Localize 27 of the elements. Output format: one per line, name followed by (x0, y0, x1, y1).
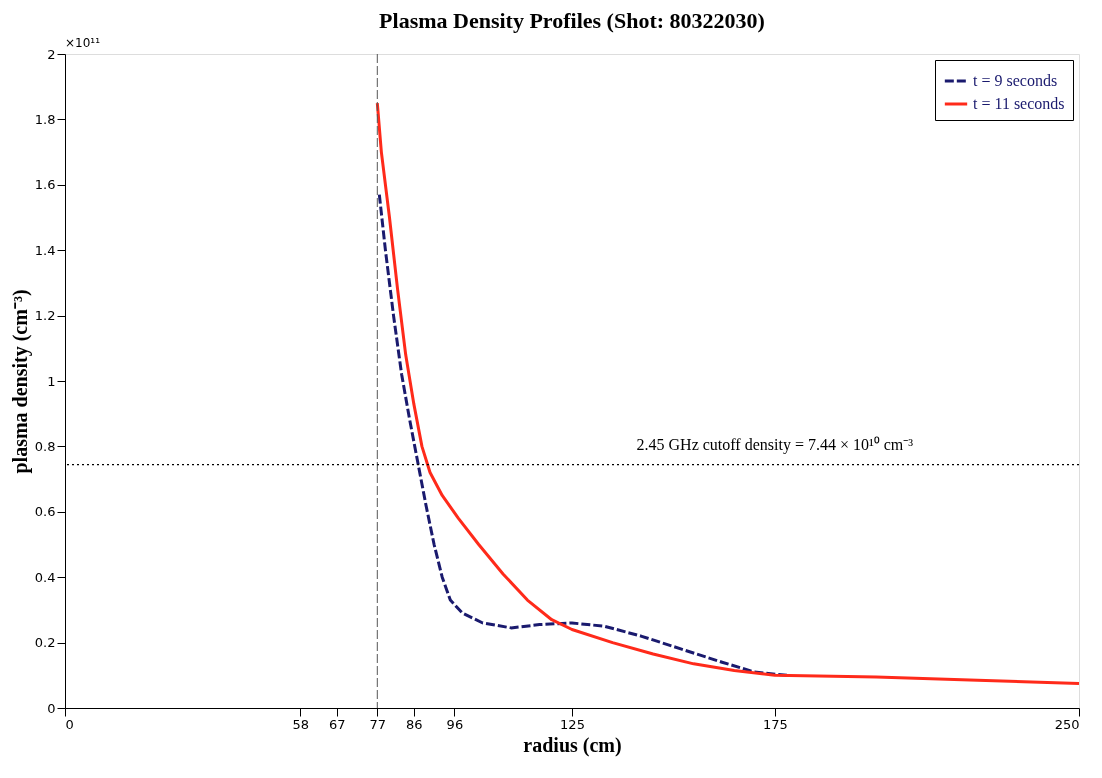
y-tick-label: 2 (47, 46, 56, 62)
legend-label: t = 9 seconds (973, 72, 1058, 89)
y-tick-label: 0.6 (34, 504, 56, 520)
x-tick-label: 0 (65, 716, 74, 732)
x-tick-label: 86 (406, 716, 423, 732)
x-tick-label: 125 (560, 716, 585, 732)
legend-label: t = 11 seconds (973, 95, 1065, 112)
y-tick-label: 1.4 (34, 242, 56, 258)
x-tick-label: 175 (762, 716, 788, 732)
annotation: 2.45 GHz cutoff density = 7.44 × 10¹⁰ cm⁻³ (636, 435, 914, 454)
y-tick-label: 1.2 (34, 308, 56, 324)
x-tick-label: 67 (328, 716, 346, 732)
x-tick-label: 77 (369, 716, 387, 732)
x-tick-label: 58 (292, 716, 310, 732)
y-tick-label: 1 (47, 373, 56, 389)
y-axis-title: plasma density (cm⁻³) (8, 289, 32, 474)
y-tick-label: 0.2 (34, 635, 56, 651)
text: ×10¹¹ (65, 36, 101, 50)
y-tick-label: 1.8 (34, 111, 56, 127)
x-tick-label: 250 (1054, 716, 1080, 732)
y-tick-label: 0.4 (34, 569, 56, 585)
y-tick-label: 0 (47, 700, 56, 716)
y-tick-label: 1.6 (34, 177, 56, 193)
x-axis-title: radius (cm) (523, 733, 622, 757)
y-tick-label: 0.8 (34, 438, 56, 454)
chart-title: Plasma Density Profiles (Shot: 80322030) (379, 8, 765, 33)
x-tick-label: 96 (446, 716, 464, 732)
